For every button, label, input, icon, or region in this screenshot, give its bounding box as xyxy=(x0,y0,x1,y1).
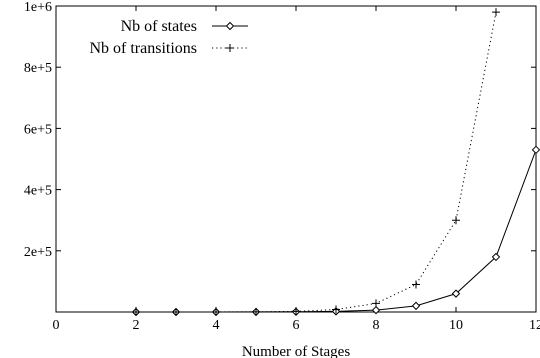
legend-marker-1 xyxy=(225,21,235,31)
x-tick-label: 12 xyxy=(529,318,540,333)
data-point-series-1 xyxy=(491,252,501,262)
x-tick-label: 6 xyxy=(293,318,300,333)
data-point-series-2 xyxy=(412,280,420,289)
legend: Nb of states Nb of transitions xyxy=(89,18,248,57)
series-layer xyxy=(131,8,540,317)
y-tick-label: 1e+6 xyxy=(24,0,52,15)
x-tick-label: 10 xyxy=(449,318,463,333)
data-point-series-2 xyxy=(132,308,140,316)
data-point-series-2 xyxy=(372,299,380,308)
x-tick-label: 4 xyxy=(213,318,220,333)
series-line-2 xyxy=(136,12,497,313)
legend-marker-2 xyxy=(226,44,234,52)
legend-label-1: Nb of states xyxy=(121,18,197,35)
y-tick-label: 8e+5 xyxy=(24,61,52,76)
y-tick-label: 4e+5 xyxy=(24,184,52,199)
data-point-series-2 xyxy=(292,307,300,316)
data-point-series-1 xyxy=(411,301,421,311)
y-tick-label: 2e+5 xyxy=(24,245,52,260)
data-point-series-2 xyxy=(252,307,260,316)
y-tick-label: 6e+5 xyxy=(24,122,52,137)
series-line-1 xyxy=(136,149,537,313)
x-tick-label: 2 xyxy=(133,318,140,333)
data-point-series-2 xyxy=(452,216,460,225)
data-point-series-2 xyxy=(172,308,180,316)
x-axis-title: Number of Stages xyxy=(242,344,350,358)
y-axis: 2e+5 4e+5 6e+5 8e+5 1e+6 xyxy=(24,0,536,260)
data-point-series-2 xyxy=(332,305,340,314)
data-point-series-1 xyxy=(531,145,540,155)
data-point-series-1 xyxy=(371,305,381,315)
data-point-series-2 xyxy=(492,8,500,17)
legend-label-2: Nb of transitions xyxy=(89,40,197,57)
x-tick-label: 8 xyxy=(373,318,380,333)
data-point-series-2 xyxy=(212,307,220,316)
x-tick-label: 0 xyxy=(53,318,60,333)
data-point-series-1 xyxy=(451,289,461,298)
